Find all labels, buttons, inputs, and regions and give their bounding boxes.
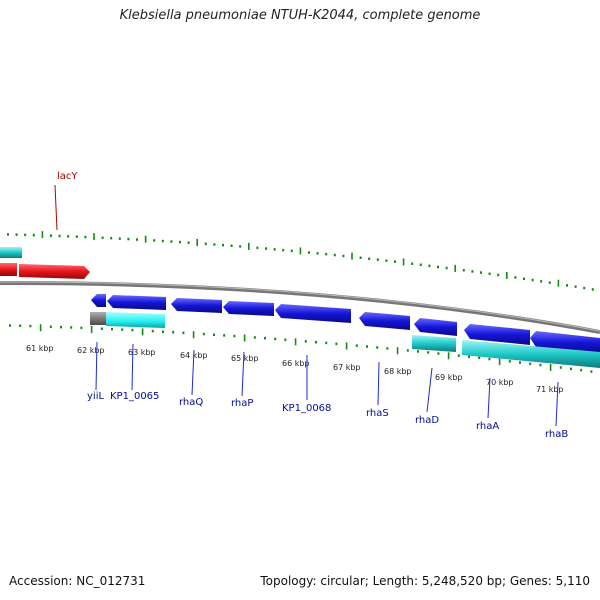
gene-label-lacY[interactable]: lacY xyxy=(57,171,78,182)
kbp-label: 65 kbp xyxy=(231,354,259,363)
forward-cds-feature xyxy=(0,247,22,258)
gene-arrow-rhaP xyxy=(223,301,274,316)
kbp-label: 68 kbp xyxy=(384,367,412,376)
gene-label-KP1_0065[interactable]: KP1_0065 xyxy=(110,391,159,402)
upper-tick-ring xyxy=(7,231,594,291)
label-leader-line xyxy=(426,367,433,413)
gene-arrow-rhaD xyxy=(414,318,457,336)
gene-arrow-lacY xyxy=(19,264,90,279)
gene-arrow-rhaA xyxy=(464,324,530,345)
reverse-cds-KP1_0065 xyxy=(106,312,165,328)
label-leader-line xyxy=(191,349,195,396)
label-leader-line xyxy=(241,351,245,397)
gene-label-yiiL[interactable]: yiiL xyxy=(87,391,104,402)
reverse-cds-rhaA-rhaB xyxy=(462,340,600,368)
genome-backbone xyxy=(0,280,600,334)
kbp-label: 71 kbp xyxy=(536,385,564,394)
gene-label-rhaA[interactable]: rhaA xyxy=(476,421,499,432)
gene-label-rhaD[interactable]: rhaD xyxy=(415,415,439,426)
gene-label-KP1_0068[interactable]: KP1_0068 xyxy=(282,403,331,414)
gene-arrow-rhaS xyxy=(359,312,410,330)
gene-arrow-yiiL xyxy=(91,294,106,307)
kbp-label: 66 kbp xyxy=(282,359,310,368)
accession-text: Accession: NC_012731 xyxy=(9,574,146,588)
kbp-label: 67 kbp xyxy=(333,363,361,372)
gene-labels: lacY yiiL KP1_0065 rhaQ rhaP KP1_0068 rhaS rhaD… xyxy=(54,171,568,440)
kbp-label: 61 kbp xyxy=(26,344,54,353)
gene-arrow-KP1_0068 xyxy=(275,304,351,323)
lower-tick-ring xyxy=(9,324,593,373)
kbp-label: 69 kbp xyxy=(435,373,463,382)
label-leader-line xyxy=(487,377,491,419)
topology-text: Topology: circular; Length: 5,248,520 bp… xyxy=(260,574,590,588)
gene-label-rhaQ[interactable]: rhaQ xyxy=(179,397,203,408)
kbp-label: 63 kbp xyxy=(128,348,156,357)
label-leader-line xyxy=(54,184,58,231)
gene-arrow-rhaQ xyxy=(171,298,222,313)
gene-label-rhaS[interactable]: rhaS xyxy=(366,408,389,419)
label-leader-line xyxy=(131,343,134,391)
label-leader-line xyxy=(95,341,98,391)
kbp-label: 62 kbp xyxy=(77,346,105,355)
reverse-cds-yiiL xyxy=(90,312,106,325)
gene-label-rhaP[interactable]: rhaP xyxy=(231,398,253,409)
label-leader-line xyxy=(555,381,559,427)
gene-label-rhaB[interactable]: rhaB xyxy=(545,429,568,440)
map-title: Klebsiella pneumoniae NTUH-K2044, comple… xyxy=(119,8,481,23)
reverse-cds-rhaD xyxy=(412,335,456,352)
label-leader-line xyxy=(377,361,380,406)
kbp-label: 70 kbp xyxy=(486,378,514,387)
gene-arrow-KP1_0065 xyxy=(107,295,166,310)
gene-arrow-lacY-left xyxy=(0,263,17,276)
